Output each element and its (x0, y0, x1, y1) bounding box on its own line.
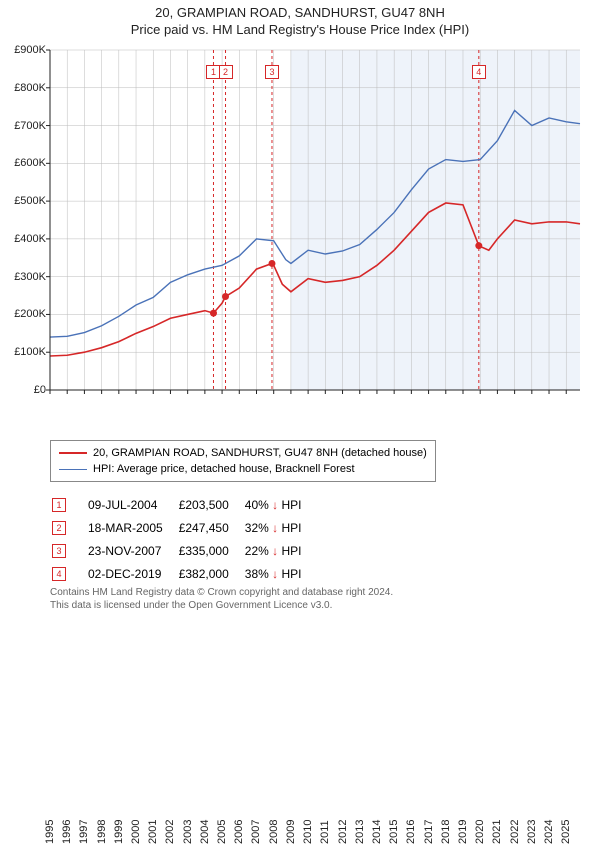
sale-index-box: 3 (52, 544, 66, 558)
legend-swatch-property (59, 452, 87, 454)
sale-pct: 40% ↓ HPI (245, 494, 316, 515)
sale-price: £382,000 (179, 563, 243, 584)
line-chart (0, 0, 600, 430)
x-tick-label: 2002 (164, 620, 176, 844)
footer: Contains HM Land Registry data © Crown c… (50, 586, 393, 612)
y-tick-label: £0 (0, 384, 46, 396)
sale-row: 1 09-JUL-2004£203,50040% ↓ HPI (52, 494, 315, 515)
sale-index-box: 4 (52, 567, 66, 581)
x-tick-label: 2023 (526, 620, 538, 844)
y-tick-label: £900K (0, 44, 46, 56)
sale-date: 18-MAR-2005 (88, 517, 177, 538)
sale-row: 4 02-DEC-2019£382,00038% ↓ HPI (52, 563, 315, 584)
sale-date: 09-JUL-2004 (88, 494, 177, 515)
y-tick-label: £700K (0, 120, 46, 132)
x-tick-label: 2001 (147, 620, 159, 844)
legend-item-hpi: HPI: Average price, detached house, Brac… (59, 461, 427, 477)
x-tick-label: 2000 (130, 620, 142, 844)
sale-index-box: 1 (52, 498, 66, 512)
down-arrow-icon: ↓ (272, 544, 278, 558)
footer-line-1: Contains HM Land Registry data © Crown c… (50, 586, 393, 599)
x-tick-label: 2022 (509, 620, 521, 844)
sale-price: £203,500 (179, 494, 243, 515)
y-tick-label: £200K (0, 308, 46, 320)
x-tick-label: 2018 (440, 620, 452, 844)
y-tick-label: £500K (0, 195, 46, 207)
x-tick-label: 2005 (216, 620, 228, 844)
x-tick-label: 2015 (388, 620, 400, 844)
x-tick-label: 2014 (371, 620, 383, 844)
down-arrow-icon: ↓ (272, 498, 278, 512)
x-tick-label: 2007 (250, 620, 262, 844)
x-tick-label: 2011 (319, 620, 331, 844)
legend-swatch-hpi (59, 469, 87, 470)
sale-date: 02-DEC-2019 (88, 563, 177, 584)
x-tick-label: 2024 (543, 620, 555, 844)
x-tick-label: 1995 (44, 620, 56, 844)
footer-line-2: This data is licensed under the Open Gov… (50, 599, 393, 612)
sale-pct: 32% ↓ HPI (245, 517, 316, 538)
sale-marker-box: 2 (219, 65, 233, 79)
chart-container: 20, GRAMPIAN ROAD, SANDHURST, GU47 8NH P… (0, 0, 600, 620)
x-tick-label: 1998 (96, 620, 108, 844)
x-tick-label: 2016 (405, 620, 417, 844)
down-arrow-icon: ↓ (272, 521, 278, 535)
x-tick-label: 1997 (78, 620, 90, 844)
x-tick-label: 2012 (337, 620, 349, 844)
sale-pct: 22% ↓ HPI (245, 540, 316, 561)
legend-label-hpi: HPI: Average price, detached house, Brac… (93, 463, 355, 475)
x-tick-label: 2009 (285, 620, 297, 844)
legend-item-property: 20, GRAMPIAN ROAD, SANDHURST, GU47 8NH (… (59, 445, 427, 461)
y-tick-label: £600K (0, 157, 46, 169)
sale-row: 3 23-NOV-2007£335,00022% ↓ HPI (52, 540, 315, 561)
sale-price: £247,450 (179, 517, 243, 538)
x-tick-label: 2003 (182, 620, 194, 844)
sale-marker-box: 3 (265, 65, 279, 79)
y-tick-label: £400K (0, 233, 46, 245)
x-tick-label: 2010 (302, 620, 314, 844)
x-tick-label: 2008 (268, 620, 280, 844)
x-tick-label: 2004 (199, 620, 211, 844)
x-tick-label: 2020 (474, 620, 486, 844)
sale-price: £335,000 (179, 540, 243, 561)
sale-marker-box: 4 (472, 65, 486, 79)
sale-index-box: 2 (52, 521, 66, 535)
sale-row: 2 18-MAR-2005£247,45032% ↓ HPI (52, 517, 315, 538)
x-tick-label: 2025 (560, 620, 572, 844)
legend-label-property: 20, GRAMPIAN ROAD, SANDHURST, GU47 8NH (… (93, 447, 427, 459)
y-tick-label: £300K (0, 271, 46, 283)
x-tick-label: 1999 (113, 620, 125, 844)
y-tick-label: £100K (0, 346, 46, 358)
x-tick-label: 2017 (423, 620, 435, 844)
x-tick-label: 2013 (354, 620, 366, 844)
x-tick-label: 2019 (457, 620, 469, 844)
sale-date: 23-NOV-2007 (88, 540, 177, 561)
sale-pct: 38% ↓ HPI (245, 563, 316, 584)
x-tick-label: 2006 (233, 620, 245, 844)
x-tick-label: 2021 (491, 620, 503, 844)
legend: 20, GRAMPIAN ROAD, SANDHURST, GU47 8NH (… (50, 440, 436, 482)
down-arrow-icon: ↓ (272, 567, 278, 581)
sales-table: 1 09-JUL-2004£203,50040% ↓ HPI 2 18-MAR-200… (50, 492, 317, 586)
y-tick-label: £800K (0, 82, 46, 94)
x-tick-label: 1996 (61, 620, 73, 844)
